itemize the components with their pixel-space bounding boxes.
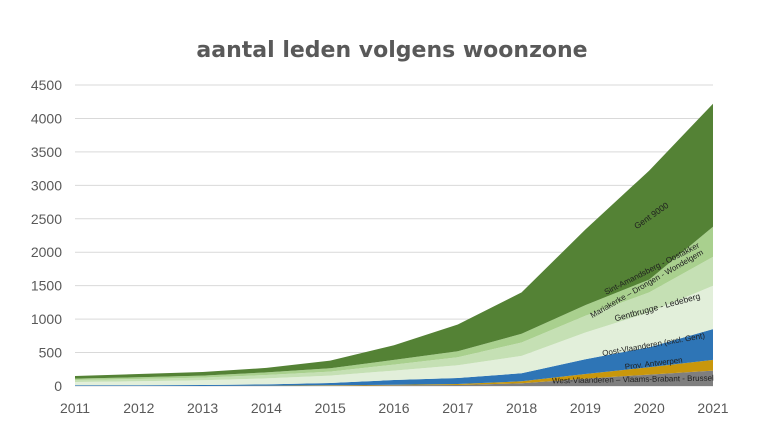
area-sint-amandsberg-oostakker	[75, 256, 713, 382]
y-tick-label: 1500	[31, 278, 62, 294]
area-west-vlaanderen-vlaams-brabant-brussel	[75, 370, 713, 386]
x-tick-label: 2015	[315, 400, 346, 416]
x-tick-label: 2013	[187, 400, 218, 416]
x-tick-label: 2016	[378, 400, 409, 416]
y-tick-label: 3500	[31, 144, 62, 160]
y-tick-label: 2000	[31, 244, 62, 260]
x-tick-label: 2017	[442, 400, 473, 416]
area-series	[75, 103, 713, 386]
y-tick-label: 500	[39, 345, 63, 361]
x-tick-label: 2021	[697, 400, 728, 416]
y-tick-label: 2500	[31, 211, 62, 227]
x-tick-label: 2019	[570, 400, 601, 416]
chart-title: aantal leden volgens woonzone	[196, 38, 588, 63]
y-tick-label: 4500	[31, 77, 62, 93]
x-tick-label: 2014	[251, 400, 282, 416]
x-tick-label: 2020	[634, 400, 665, 416]
series-label: West-Vlaanderen – Vlaams-Brabant - Bruss…	[552, 374, 714, 386]
axis-labels: 0 500 1000 1500 2000 2500 3000 3500 4000 4500 2011…	[31, 77, 729, 416]
x-tick-label: 2018	[506, 400, 537, 416]
y-tick-label: 4000	[31, 110, 62, 126]
y-tick-label: 1000	[31, 311, 62, 327]
area-prov-antwerpen	[75, 359, 713, 386]
y-tick-label: 3000	[31, 177, 62, 193]
x-tick-label: 2011	[60, 400, 90, 416]
area-oost-vlaanderen-excl-gent	[75, 329, 713, 386]
y-tick-label: 0	[54, 378, 62, 394]
x-tick-label: 2012	[123, 400, 154, 416]
area-gent-9000	[75, 103, 713, 379]
area-gentbrugge-ledeberg	[75, 285, 713, 386]
